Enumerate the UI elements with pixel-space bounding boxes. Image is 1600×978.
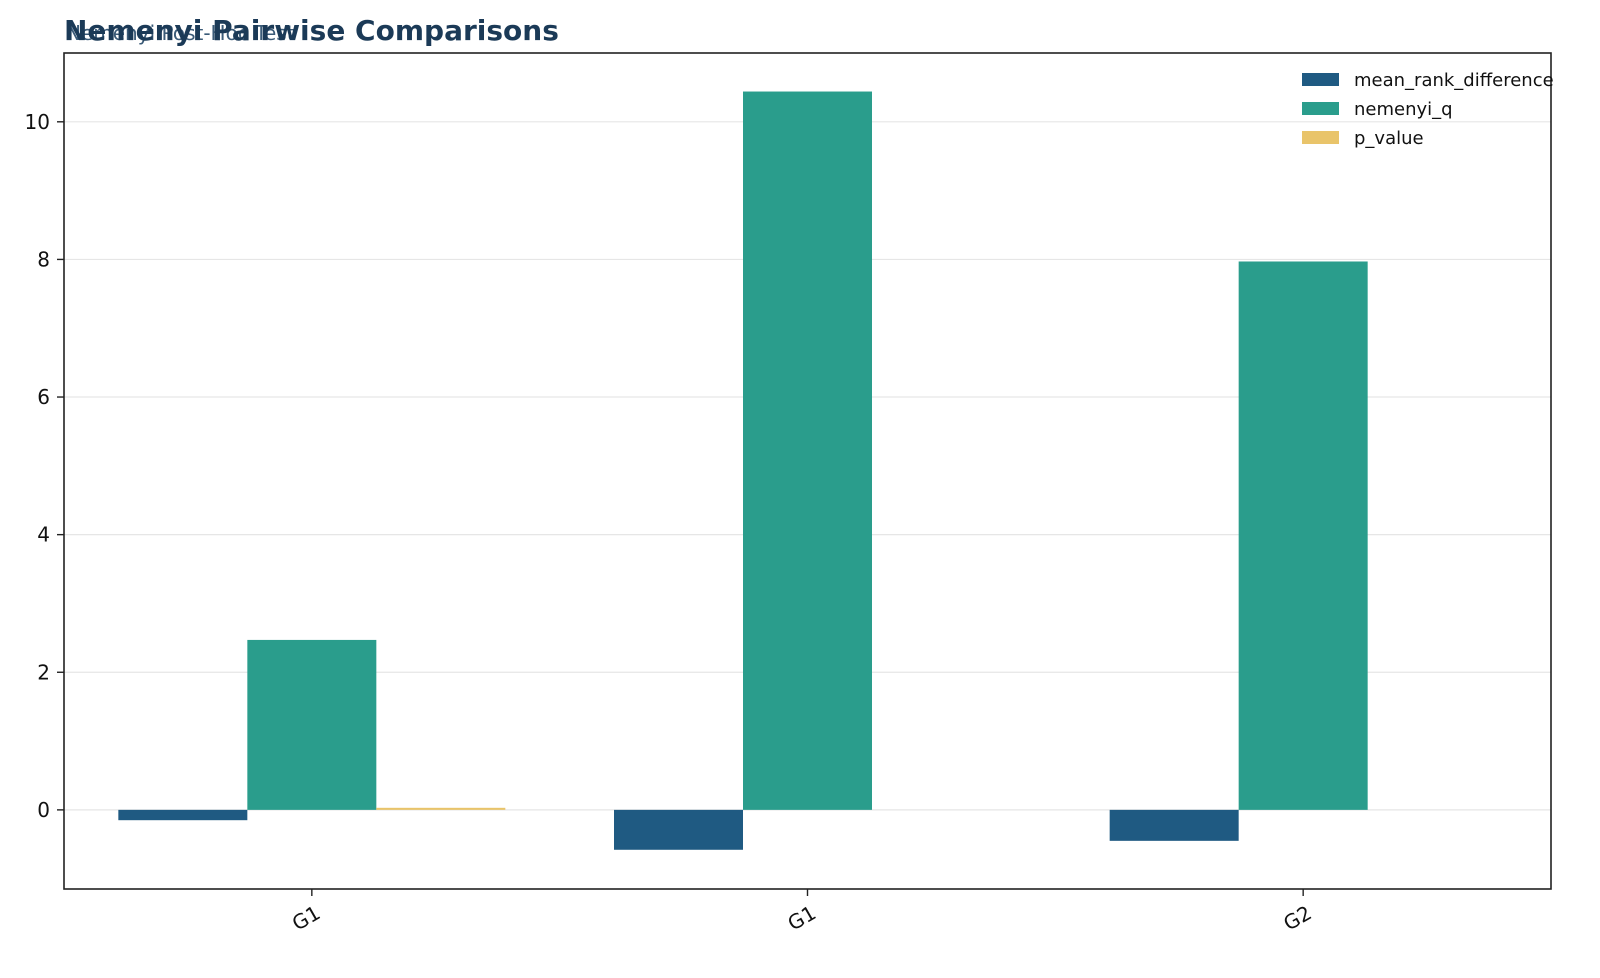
legend: mean_rank_difference nemenyi_q p_value	[1302, 70, 1554, 149]
legend-swatch-mean_rank_difference	[1302, 73, 1339, 86]
y-tick-label: 4	[37, 523, 50, 547]
legend-label-nemenyi_q: nemenyi_q	[1354, 99, 1453, 120]
bar-nemenyi_q-1	[247, 639, 377, 810]
bar-mean_rank_difference-3	[1109, 809, 1239, 841]
legend-label-p_value: p_value	[1354, 128, 1424, 149]
y-tick-label: 2	[37, 660, 50, 684]
y-tick-label: 10	[25, 110, 50, 134]
bar-nemenyi_q-3	[1238, 261, 1368, 810]
x-tick-label: G2	[1279, 901, 1315, 936]
bar-nemenyi_q-2	[743, 91, 872, 810]
chart-subtitle: Nemenyi Post-Hoc Test	[66, 21, 295, 45]
x-tick-label: G1	[288, 901, 324, 936]
bar-p_value-1	[376, 807, 506, 810]
chart-title: Nemenyi Pairwise Comparisons	[64, 14, 559, 47]
bars	[118, 91, 1368, 850]
y-tick-label: 8	[37, 247, 50, 271]
legend-label-mean_rank_difference: mean_rank_difference	[1354, 70, 1554, 91]
legend-swatch-nemenyi_q	[1302, 102, 1339, 115]
x-tick-label: G1	[784, 901, 820, 936]
y-tick-label: 0	[37, 798, 50, 822]
y-tick-label: 6	[37, 385, 50, 409]
bar-mean_rank_difference-1	[118, 809, 248, 821]
legend-swatch-p_value	[1302, 131, 1339, 144]
bar-mean_rank_difference-2	[614, 809, 743, 850]
